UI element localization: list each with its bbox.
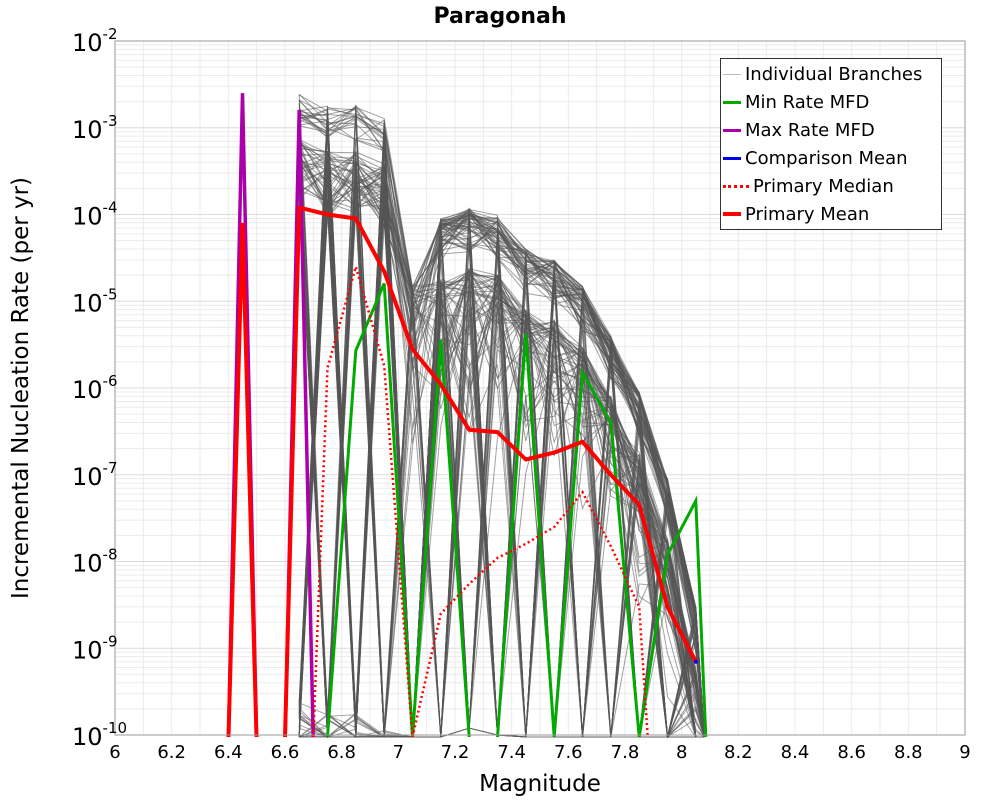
x-tick-label: 8.6: [837, 742, 866, 763]
y-tick-label: 10-3: [72, 112, 118, 144]
x-tick-label: 8.8: [894, 742, 923, 763]
y-tick-label: 10-9: [72, 632, 118, 664]
y-tick-label: 10-8: [72, 546, 118, 578]
x-tick-label: 7.2: [441, 742, 470, 763]
legend-swatch: [723, 73, 741, 75]
x-axis-label: Magnitude: [479, 771, 601, 797]
legend-item-primary-mean: Primary Mean: [721, 201, 941, 227]
legend-item-comparison-mean: Comparison Mean: [721, 145, 941, 171]
legend-swatch: [723, 184, 749, 188]
branch-line: [299, 182, 705, 738]
x-tick-label: 8.2: [724, 742, 753, 763]
x-tick-label: 8: [676, 742, 687, 763]
y-tick-label: 10-7: [72, 459, 118, 491]
branch-line: [298, 163, 705, 738]
legend-swatch: [723, 212, 741, 216]
x-tick-label: 7.6: [554, 742, 583, 763]
branch-line: [298, 100, 705, 738]
legend-label: Primary Mean: [745, 203, 870, 225]
legend-swatch: [723, 128, 741, 132]
primary-mean-line: [283, 205, 698, 738]
y-tick-label: 10-6: [72, 372, 118, 404]
legend-swatch: [723, 100, 741, 104]
branch-line: [298, 196, 705, 739]
legend-label: Min Rate MFD: [745, 91, 870, 113]
x-tick-labels: 6 6.2 6.4 6.6 6.8 7 7.2 7.4 7.6 7.8 8 8.2 8.4 8.6 8.8 9: [109, 742, 970, 763]
x-tick-label: 7: [393, 742, 404, 763]
comparison-mean-point: [693, 659, 698, 664]
x-tick-label: 6.4: [214, 742, 243, 763]
legend-item-max-rate: Max Rate MFD: [721, 117, 941, 143]
y-axis-label: Incremental Nucleation Rate (per yr): [8, 177, 34, 599]
legend-label: Primary Median: [753, 175, 894, 197]
branch-line: [298, 104, 705, 738]
chart-title: Paragonah: [433, 4, 566, 29]
legend-label: Max Rate MFD: [745, 119, 875, 141]
x-tick-label: 7.8: [611, 742, 640, 763]
legend-item-individual-branches: Individual Branches: [721, 61, 941, 87]
legend-label: Individual Branches: [745, 63, 923, 85]
x-tick-label: 6: [109, 742, 120, 763]
y-tick-label: 10-5: [72, 285, 118, 317]
y-tick-label: 10-2: [72, 25, 118, 57]
legend: Individual Branches Min Rate MFD Max Rat…: [720, 58, 942, 230]
plot-frame: [114, 40, 966, 736]
legend-item-min-rate: Min Rate MFD: [721, 89, 941, 115]
x-tick-label: 6.6: [271, 742, 300, 763]
primary-median-line: [312, 262, 649, 738]
legend-swatch: [723, 156, 741, 160]
x-tick-label: 8.4: [781, 742, 810, 763]
x-tick-label: 6.8: [327, 742, 356, 763]
branch-line: [298, 143, 705, 738]
legend-label: Comparison Mean: [745, 147, 908, 169]
primary-mean-spike: [226, 222, 259, 738]
branch-line: [298, 165, 705, 738]
y-tick-label: 10-10: [72, 719, 127, 751]
legend-item-primary-median: Primary Median: [721, 173, 941, 199]
x-tick-label: 7.4: [497, 742, 526, 763]
series-lines: [226, 93, 708, 738]
x-tick-label: 6.2: [157, 742, 186, 763]
branch-line: [298, 160, 705, 738]
y-tick-label: 10-4: [72, 199, 118, 231]
x-tick-label: 9: [959, 742, 970, 763]
y-tick-labels: 10-10 10-9 10-8 10-7 10-6 10-5 10-4 10-3 10-2: [72, 25, 127, 751]
branch-line: [298, 106, 705, 738]
branch-line: [298, 143, 705, 738]
